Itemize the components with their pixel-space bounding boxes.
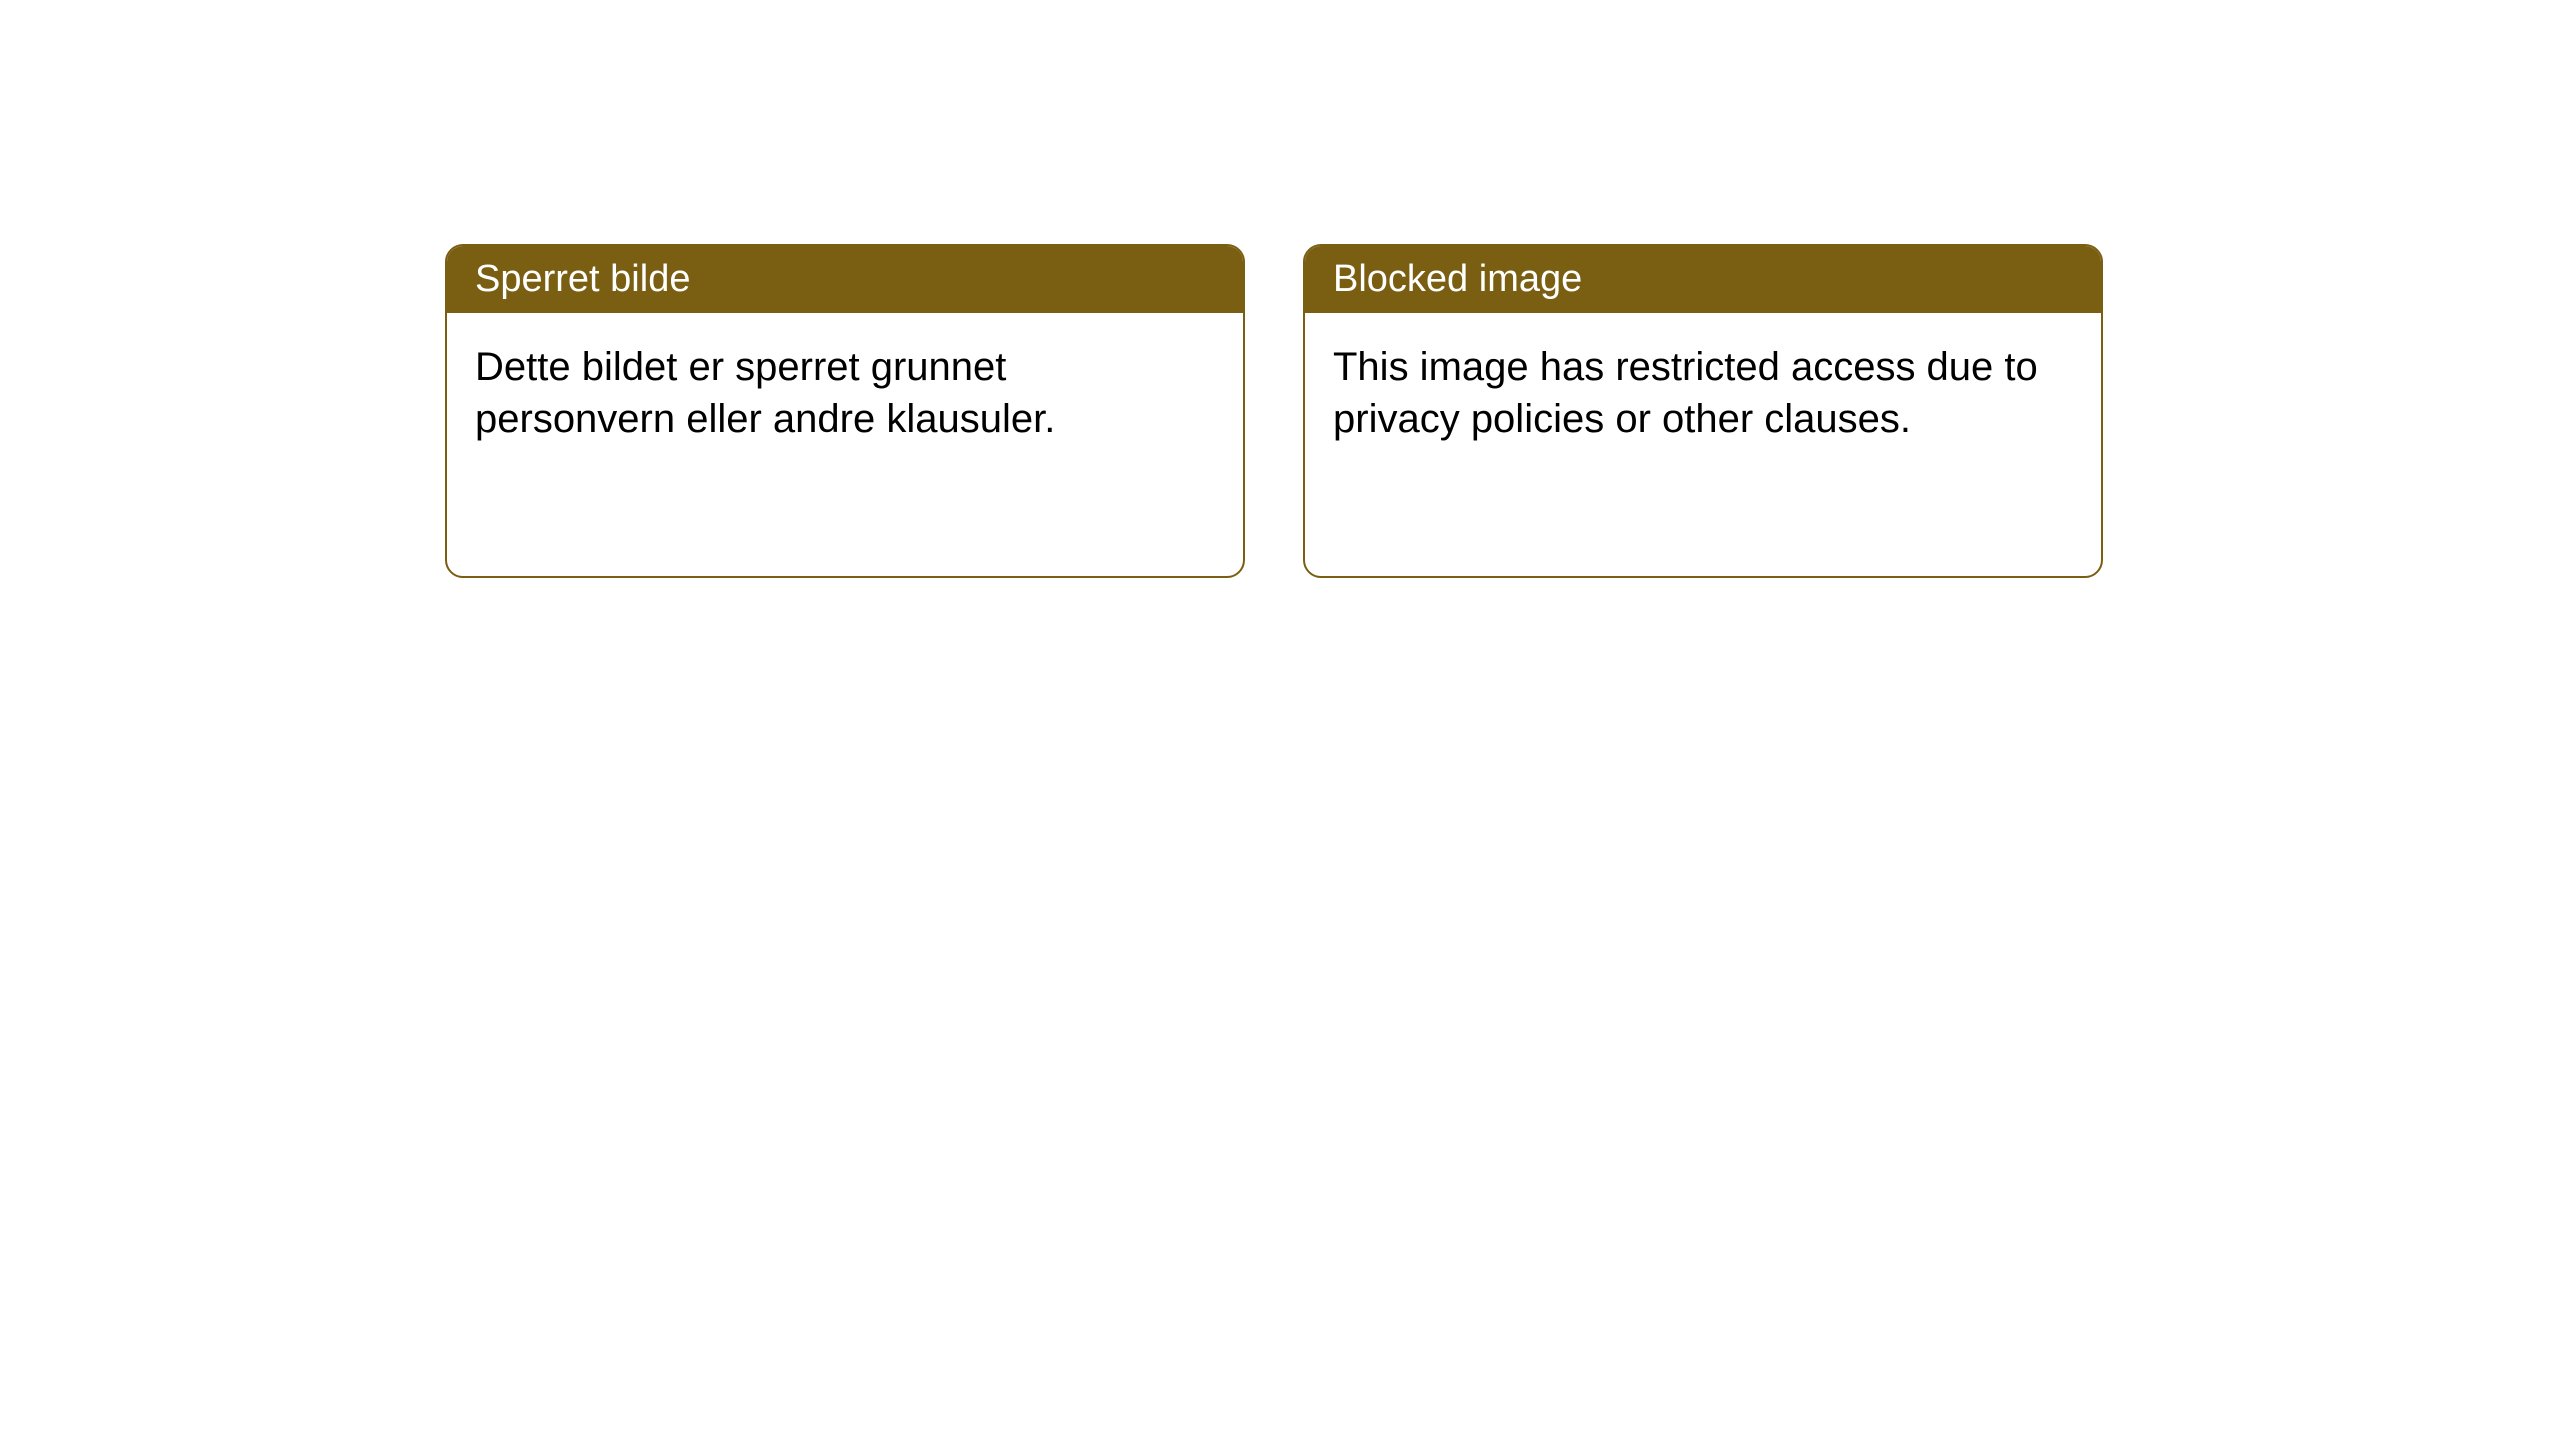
notice-cards-container: Sperret bilde Dette bildet er sperret gr… bbox=[445, 244, 2103, 578]
card-body: Dette bildet er sperret grunnet personve… bbox=[447, 313, 1243, 473]
card-header: Sperret bilde bbox=[447, 246, 1243, 313]
card-body: This image has restricted access due to … bbox=[1305, 313, 2101, 473]
card-body-text: This image has restricted access due to … bbox=[1333, 345, 2038, 441]
notice-card-norwegian: Sperret bilde Dette bildet er sperret gr… bbox=[445, 244, 1245, 578]
card-title: Blocked image bbox=[1333, 258, 1582, 300]
notice-card-english: Blocked image This image has restricted … bbox=[1303, 244, 2103, 578]
card-title: Sperret bilde bbox=[475, 258, 690, 300]
card-header: Blocked image bbox=[1305, 246, 2101, 313]
card-body-text: Dette bildet er sperret grunnet personve… bbox=[475, 345, 1055, 441]
